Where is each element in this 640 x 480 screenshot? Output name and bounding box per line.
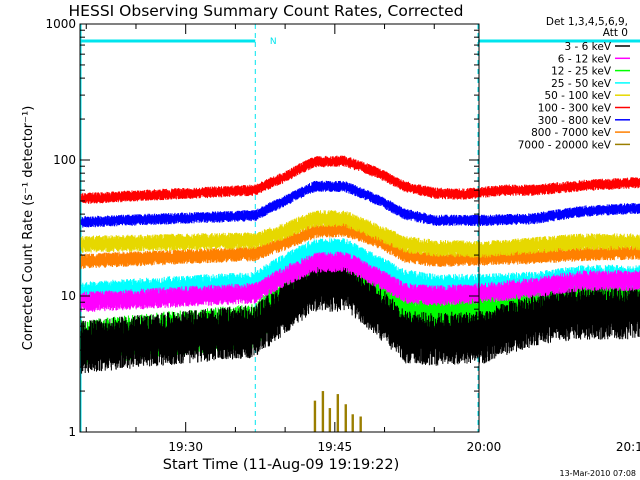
footer-stamp: 13-Mar-2010 07:08 — [560, 469, 637, 478]
x-axis-label: Start Time (11-Aug-09 19:19:22) — [163, 457, 400, 473]
spike-bar — [328, 408, 332, 432]
x-tick-label: 20:15 — [616, 440, 640, 454]
plot-frame — [79, 23, 480, 433]
legend-label: 6 - 12 keV — [558, 53, 612, 65]
x-tick-label: 19:30 — [168, 440, 203, 454]
legend-label: 12 - 25 keV — [551, 66, 612, 78]
x-tick-label: 19:45 — [318, 440, 353, 454]
annotation-1: N — [270, 37, 277, 47]
chart-title: HESSI Observing Summary Count Rates, Cor… — [69, 2, 464, 20]
spike-bar — [344, 404, 347, 432]
y-axis: 1 10 100 1000 — [45, 17, 479, 439]
series-trace-7 — [80, 180, 640, 228]
legend-label: 3 - 6 keV — [564, 41, 611, 53]
spike-bar — [359, 416, 362, 432]
spike-bar — [313, 400, 317, 432]
legend-label: 300 - 800 keV — [538, 115, 612, 127]
y-tick-label: 1000 — [45, 17, 76, 31]
y-axis-label: Corrected Count Rate (s⁻¹ detector⁻¹) — [21, 106, 36, 351]
legend-label: 25 - 50 keV — [551, 78, 612, 90]
legend-header: Att 0 — [603, 27, 628, 39]
spike-bar — [351, 414, 354, 432]
spike-bar — [321, 391, 325, 432]
series-trace-2 — [80, 251, 640, 312]
series-trace-6 — [80, 155, 640, 204]
series-trace-8 — [80, 221, 640, 269]
series-trace-5 — [80, 210, 640, 258]
y-tick-label: 10 — [61, 289, 76, 303]
night-markers: N — [80, 24, 640, 432]
legend-label: 100 - 300 keV — [538, 103, 612, 115]
spike-layer — [313, 391, 362, 432]
legend-label: 50 - 100 keV — [544, 90, 611, 102]
spike-bar — [336, 394, 340, 432]
legend-label: 800 - 7000 keV — [531, 127, 612, 139]
y-tick-label: 100 — [53, 153, 76, 167]
series-trace-1 — [80, 258, 640, 374]
y-tick-label: 1 — [68, 425, 76, 439]
x-tick-label: 20:00 — [467, 440, 502, 454]
series-layer — [80, 155, 640, 374]
legend-label: 7000 - 20000 keV — [518, 139, 612, 151]
legend-header: Det 1,3,4,5,6,9, — [546, 16, 628, 28]
